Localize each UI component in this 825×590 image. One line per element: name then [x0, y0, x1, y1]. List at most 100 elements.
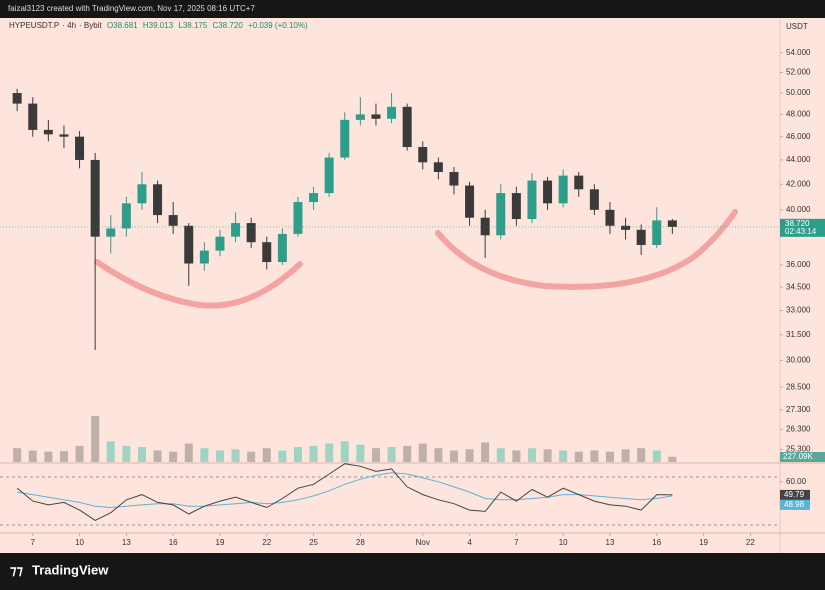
x-tick-label: 10 [559, 538, 568, 547]
volume-bar [527, 448, 536, 462]
volume-bar [496, 448, 505, 462]
volume-bar [652, 450, 661, 462]
ohlc: O38.681 [106, 21, 138, 30]
volume-bar [44, 451, 53, 462]
volume-bar [403, 445, 412, 462]
x-tick-label: 7 [31, 538, 36, 547]
candle-body [340, 119, 350, 158]
volume-bar [637, 448, 646, 462]
candle-body [621, 225, 631, 230]
candle-body [371, 114, 381, 119]
x-tick-label: 10 [75, 538, 84, 547]
rsi-ma-tag [780, 499, 810, 510]
candle-body [355, 114, 365, 120]
candle-body [28, 103, 38, 130]
volume-bar [278, 450, 287, 462]
candle-body [574, 175, 584, 190]
volume-bar [122, 445, 131, 462]
x-tick-label: 19 [216, 538, 225, 547]
candle-body [75, 136, 85, 160]
volume-bar [28, 450, 37, 462]
y-tick-label: 30.000 [786, 355, 811, 364]
volume-bar [434, 448, 443, 462]
volume-bar [449, 450, 458, 462]
symbol: HYPEUSDT.P [9, 21, 60, 30]
candle-body [121, 203, 131, 229]
candle-body [449, 171, 459, 186]
countdown: 02:43:14 [785, 227, 817, 236]
y-tick-label: 34.500 [786, 282, 811, 291]
candle-body [605, 209, 615, 226]
y-tick-label: 40.000 [786, 205, 811, 214]
volume-bar [605, 451, 614, 462]
volume-bar [169, 451, 178, 462]
volume-bar [75, 445, 84, 462]
candle-body [12, 93, 22, 104]
candle-body [465, 185, 475, 218]
candle-body [231, 223, 241, 237]
candle-body [480, 217, 490, 236]
x-tick-label: 25 [309, 538, 318, 547]
candle-body [246, 223, 256, 243]
volume-bar [356, 444, 365, 462]
x-tick-label: 22 [746, 538, 755, 547]
candle-body [168, 215, 178, 226]
y-tick-label: 50.000 [786, 88, 811, 97]
x-tick-label: 13 [122, 538, 131, 547]
candle-body [636, 229, 646, 245]
y-tick-label: 46.000 [786, 132, 811, 141]
candle-body [589, 189, 599, 210]
volume-bar [137, 447, 146, 462]
logo-mark: ⁊⁊ [10, 562, 23, 577]
volume-bar [184, 443, 193, 462]
price-tag [780, 218, 825, 237]
x-tick-label: 16 [652, 538, 661, 547]
currency: USDT [786, 22, 808, 31]
ohlc: L38.175 [178, 21, 208, 30]
candle-body [137, 184, 147, 204]
rsi-value-label: 49.79 [784, 490, 805, 499]
candle-body [527, 180, 537, 220]
y-tick-label: 48.000 [786, 110, 811, 119]
footer-bar [0, 553, 825, 590]
candle-body [324, 157, 334, 194]
volume-bar [465, 449, 474, 462]
logo: TradingView [32, 562, 109, 577]
volume-bar [293, 447, 302, 462]
exchange: Bybit [83, 21, 102, 30]
credit: faizal3123 created with TradingView.com,… [8, 4, 255, 13]
volume-bar [387, 447, 396, 462]
x-tick-label: 19 [699, 538, 708, 547]
drawn-arc [435, 209, 738, 290]
x-tick-label: 4 [467, 538, 472, 547]
drawn-arc [94, 259, 303, 309]
legend: HYPEUSDT.P · 4h · Bybit O38.681 H39.013 L3… [9, 21, 308, 30]
volume-bar [153, 450, 162, 462]
y-tick-label: 31.500 [786, 330, 811, 339]
volume-bar [13, 448, 22, 462]
y-tick-label: 52.000 [786, 68, 811, 77]
candle-body [199, 250, 209, 264]
volume-bar [543, 449, 552, 462]
volume-bar [371, 448, 380, 462]
volume-label: 227.09K [783, 452, 813, 461]
y-tick-label: 25.300 [786, 445, 811, 454]
volume-bar [262, 448, 271, 462]
candle-body [153, 184, 163, 216]
volume-tag [780, 452, 825, 462]
candle-body [43, 129, 53, 135]
last-price-label: 38.720 [785, 219, 810, 228]
candle-body [496, 193, 506, 236]
y-tick-label: 33.000 [786, 306, 811, 315]
rsi-line [16, 463, 673, 521]
candle-body [309, 193, 319, 203]
y-tick-label: 44.000 [786, 155, 811, 164]
x-tick-label: 7 [514, 538, 519, 547]
candle-body [433, 162, 443, 172]
candle-body [558, 175, 568, 204]
y-tick-label: 28.500 [786, 382, 811, 391]
y-tick-label: 42.000 [786, 179, 811, 188]
y-tick-label: 26.300 [786, 424, 811, 433]
